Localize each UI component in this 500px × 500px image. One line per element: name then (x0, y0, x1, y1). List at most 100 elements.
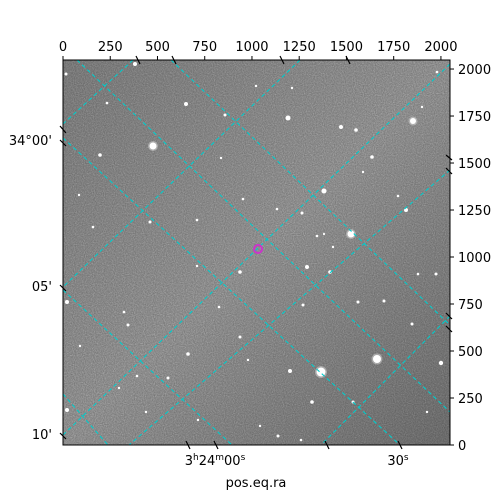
star (321, 188, 327, 194)
x-tick-label: 0 (59, 40, 67, 55)
y-tick-label: 1000 (458, 251, 491, 266)
star (184, 102, 188, 106)
star (238, 270, 242, 274)
world-tick-marks (59, 55, 453, 450)
star (328, 270, 332, 274)
star (195, 218, 199, 222)
star (78, 344, 82, 348)
star (241, 197, 245, 201)
star (435, 70, 439, 74)
star (434, 272, 438, 276)
star (246, 358, 250, 362)
star (299, 438, 303, 442)
star (316, 367, 326, 377)
x-tick-label: 1500 (330, 40, 363, 55)
bottom-ra-axis: 3h24m00s 30s pos.eq.ra (185, 453, 409, 491)
y-tick-label: 1250 (458, 204, 491, 219)
star (196, 418, 200, 422)
star (219, 156, 223, 160)
star (275, 207, 279, 211)
star (149, 142, 157, 150)
star (117, 386, 121, 390)
y-tick-label: 1500 (458, 157, 491, 172)
grid-line (63, 63, 450, 436)
dec-tick-label: 10' (32, 428, 52, 443)
star (339, 125, 343, 129)
star-field (64, 62, 444, 442)
x-tick-label: 750 (192, 40, 217, 55)
ra-tick-label: 30s (387, 453, 409, 469)
coordinate-grid (63, 60, 450, 445)
star (77, 193, 81, 197)
right-pixel-axis: 0 250 500 750 1000 1250 1500 1750 2000 (450, 63, 491, 454)
star (122, 310, 126, 314)
left-dec-axis: 34°00' 05' 10' (9, 134, 52, 443)
star (396, 194, 400, 198)
star (290, 86, 294, 90)
y-tick-label: 2000 (458, 63, 491, 78)
star (186, 352, 190, 356)
star (322, 232, 326, 236)
star (331, 245, 335, 249)
star (133, 62, 137, 66)
star (416, 272, 420, 276)
star (195, 264, 199, 268)
star (148, 220, 152, 224)
x-tick-label: 1000 (235, 40, 268, 55)
top-pixel-axis: 0 250 500 750 1000 1250 1500 1750 2000 (59, 40, 457, 60)
star (356, 300, 360, 304)
star (64, 72, 68, 76)
star (361, 170, 365, 174)
star (438, 360, 444, 366)
star (135, 374, 139, 378)
grid-line (63, 60, 301, 288)
grid-line (63, 137, 401, 445)
star (166, 376, 170, 380)
grid-line (76, 60, 450, 413)
star (258, 424, 262, 428)
y-tick-label: 250 (458, 392, 483, 407)
star (65, 408, 69, 412)
grid-line (63, 60, 134, 125)
star (98, 153, 102, 157)
star (276, 434, 280, 438)
plot-frame (62, 59, 451, 446)
star (370, 155, 374, 159)
y-tick-label: 500 (458, 345, 483, 360)
ra-tick-label: 3h24m00s (185, 453, 246, 469)
star (288, 369, 292, 373)
star (373, 355, 381, 363)
star (354, 128, 358, 132)
grid-line (170, 60, 450, 326)
y-tick-label: 750 (458, 298, 483, 313)
dec-tick-label: 05' (32, 280, 52, 295)
y-tick-label: 1750 (458, 110, 491, 125)
star (91, 225, 95, 229)
target-marker (253, 244, 263, 254)
star (347, 230, 355, 238)
grid-line (63, 289, 233, 445)
star (310, 400, 314, 404)
grid-line (63, 393, 109, 445)
star (65, 300, 69, 304)
x-tick-label: 1750 (377, 40, 410, 55)
sky-image (63, 60, 450, 445)
star (217, 305, 221, 309)
star (301, 303, 305, 307)
x-tick-label: 2000 (424, 40, 457, 55)
star (305, 265, 309, 269)
star (300, 211, 304, 215)
x-tick-label: 1250 (283, 40, 316, 55)
y-tick-label: 0 (458, 439, 466, 454)
star (285, 115, 291, 121)
star (126, 323, 130, 327)
star (425, 410, 429, 414)
x-axis-title: pos.eq.ra (226, 476, 287, 491)
star (410, 118, 416, 124)
x-tick-label: 250 (98, 40, 123, 55)
star (420, 105, 424, 109)
x-tick-label: 500 (145, 40, 170, 55)
star (223, 113, 227, 117)
star (410, 322, 414, 326)
